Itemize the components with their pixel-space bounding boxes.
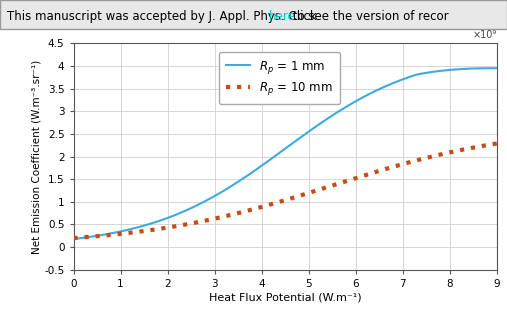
Text: ×10⁴: ×10⁴ bbox=[505, 284, 507, 294]
FancyBboxPatch shape bbox=[0, 0, 507, 29]
Legend: $R_p$ = 1 mm, $R_p$ = 10 mm: $R_p$ = 1 mm, $R_p$ = 10 mm bbox=[219, 51, 340, 104]
Text: here: here bbox=[269, 10, 296, 23]
X-axis label: Heat Flux Potential (W.m⁻¹): Heat Flux Potential (W.m⁻¹) bbox=[209, 293, 361, 303]
Text: ×10⁹: ×10⁹ bbox=[473, 30, 497, 40]
Text: This manuscript was accepted by J. Appl. Phys. Click: This manuscript was accepted by J. Appl.… bbox=[7, 10, 320, 23]
Y-axis label: Net Emission Coefficient (W.m⁻³.sr⁻¹): Net Emission Coefficient (W.m⁻³.sr⁻¹) bbox=[31, 60, 42, 254]
Text: to see the version of recor: to see the version of recor bbox=[289, 10, 449, 23]
